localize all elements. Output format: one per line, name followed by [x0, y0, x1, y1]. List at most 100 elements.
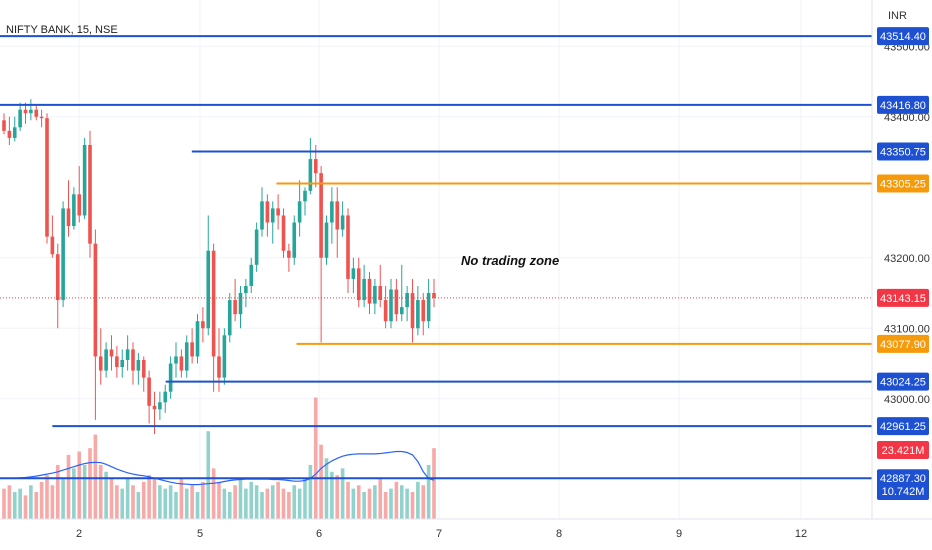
volume-bar	[324, 458, 329, 519]
volume-bar	[174, 492, 178, 519]
current-price-badge-label: 43143.15	[880, 293, 926, 305]
candle-body	[303, 190, 307, 202]
volume-bar	[12, 492, 17, 519]
volume-bar	[222, 488, 227, 519]
level-badge	[877, 334, 929, 353]
volume-bar	[29, 485, 33, 519]
candle-body	[383, 300, 388, 322]
candlesticks	[2, 99, 436, 435]
volume-bar	[190, 485, 194, 519]
candle-body	[50, 236, 55, 255]
volume-bar	[410, 492, 415, 519]
volume-bar	[227, 492, 232, 519]
volume-bar	[23, 495, 28, 519]
level-badge	[877, 27, 929, 46]
volume-bar	[109, 478, 114, 519]
candle-body	[29, 109, 33, 114]
volume-bar	[416, 481, 420, 519]
x-tick-label: 5	[197, 528, 203, 540]
candle-body	[394, 289, 399, 315]
horizontal-levels[interactable]	[0, 35, 872, 480]
candle-body	[351, 268, 356, 279]
volume-bar	[421, 485, 426, 519]
volume-bar	[270, 485, 275, 519]
time-axis[interactable]: 2 5 6 7 8 9 12	[76, 528, 807, 540]
candle-body	[276, 208, 280, 216]
volume-bar	[201, 481, 205, 519]
volume-bar	[340, 468, 345, 519]
candle-body	[432, 293, 436, 298]
candle-body	[206, 250, 211, 329]
candle-body	[34, 109, 39, 117]
volume-bar	[131, 485, 135, 519]
volume-bar	[405, 488, 409, 519]
level-badge	[877, 95, 929, 114]
volume-bar	[378, 478, 383, 519]
candle-body	[330, 201, 334, 223]
volume-bar	[7, 485, 12, 519]
y-tick-label: 43100.00	[884, 323, 930, 335]
candle-body	[426, 293, 431, 322]
y-tick-label: 43000.00	[884, 394, 930, 406]
candle-body	[195, 321, 200, 357]
candle-body	[281, 215, 286, 251]
volume-bar	[93, 434, 98, 519]
volume-badge-label: 23.421M	[882, 445, 925, 457]
x-tick-label: 9	[676, 528, 682, 540]
current-price-badge	[877, 288, 929, 307]
candle-body	[23, 109, 28, 114]
candle-body	[313, 159, 318, 174]
level-badge-label: 43514.40	[880, 31, 926, 43]
candle-body	[265, 201, 270, 223]
volume-bar	[184, 488, 189, 519]
x-tick-label: 8	[556, 528, 562, 540]
candle-body	[141, 359, 146, 378]
candle-body	[179, 356, 184, 371]
volume-bar	[399, 485, 404, 519]
volume-bar	[335, 475, 340, 519]
volume-ma-line	[3, 450, 435, 486]
candle-body	[378, 285, 383, 301]
x-tick-label: 12	[795, 528, 807, 540]
candle-body	[421, 300, 426, 322]
volume-bar	[244, 488, 248, 519]
candle-body	[77, 194, 82, 216]
candle-body	[115, 356, 119, 368]
volume-bar	[265, 488, 270, 519]
volume-bar	[141, 481, 146, 519]
volume-bar	[163, 488, 168, 519]
candle-body	[238, 293, 243, 315]
level-badge	[877, 142, 929, 161]
volume-bar	[362, 492, 366, 519]
volume-bar	[394, 481, 399, 519]
candle-body	[88, 144, 92, 244]
candle-body	[254, 229, 259, 265]
candle-body	[222, 335, 227, 378]
volume-bar	[147, 475, 151, 519]
volume-bar	[389, 488, 393, 519]
volume-bar	[82, 465, 87, 519]
candle-body	[147, 377, 151, 406]
y-tick-label: 43200.00	[884, 253, 930, 265]
volume-bar	[55, 465, 60, 519]
volume-bar	[39, 481, 44, 519]
candle-body	[125, 349, 130, 360]
volume-bar	[98, 465, 103, 519]
volume-bar	[152, 478, 157, 519]
candle-body	[45, 118, 49, 237]
volume-bar	[260, 492, 264, 519]
volume-bar	[50, 485, 55, 519]
candle-body	[152, 405, 157, 410]
candle-body	[217, 356, 221, 378]
volume-bar	[432, 448, 436, 519]
candle-body	[7, 130, 12, 138]
candle-body	[233, 300, 237, 315]
x-tick-label: 7	[436, 528, 442, 540]
level-badge-label: 43077.90	[880, 339, 926, 351]
x-tick-label: 6	[316, 528, 322, 540]
volume-bar	[158, 485, 162, 519]
volume-bars	[2, 397, 436, 519]
